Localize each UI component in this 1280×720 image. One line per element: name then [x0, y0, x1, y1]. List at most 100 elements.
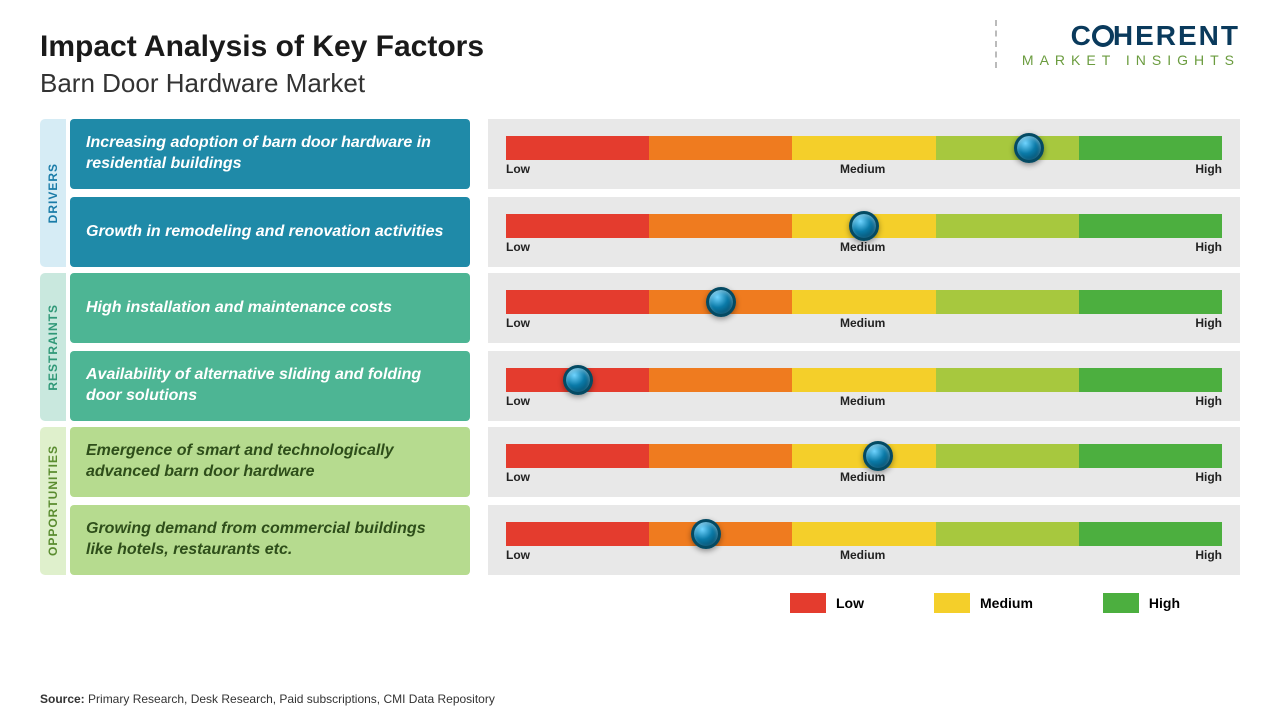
impact-marker [706, 287, 736, 317]
scale-label-medium: Medium [840, 548, 885, 562]
factor-label: Growing demand from commercial buildings… [70, 505, 470, 575]
legend-swatch [1103, 593, 1139, 613]
factor-row: Increasing adoption of barn door hardwar… [70, 119, 1240, 189]
bar-segment [792, 136, 935, 160]
scale-label-low: Low [506, 470, 530, 484]
legend-label: Low [836, 595, 864, 611]
gradient-bar [506, 214, 1222, 238]
bar-segment [1079, 522, 1222, 546]
group-drivers: DRIVERS Increasing adoption of barn door … [40, 119, 1240, 267]
impact-marker [849, 211, 879, 241]
scale-label-high: High [1195, 316, 1222, 330]
factor-label: Availability of alternative sliding and … [70, 351, 470, 421]
scale-labels: Low Medium High [506, 394, 1222, 408]
bar-segment [506, 214, 649, 238]
group-tab-drivers: DRIVERS [40, 119, 70, 267]
impact-scale: Low Medium High [488, 351, 1240, 421]
scale-label-low: Low [506, 548, 530, 562]
factor-label: Growth in remodeling and renovation acti… [70, 197, 470, 267]
scale-label-high: High [1195, 394, 1222, 408]
factor-row: Availability of alternative sliding and … [70, 351, 1240, 421]
impact-marker [563, 365, 593, 395]
group-tab-label: OPPORTUNITIES [46, 445, 60, 556]
factor-row: Growth in remodeling and renovation acti… [70, 197, 1240, 267]
bar-segment [936, 444, 1079, 468]
source-prefix: Source: [40, 692, 85, 706]
impact-marker [1014, 133, 1044, 163]
logo-brand-text: CHERENT [1022, 20, 1240, 52]
bar-segment [1079, 214, 1222, 238]
scale-label-medium: Medium [840, 162, 885, 176]
bar-segment [792, 522, 935, 546]
legend-label: Medium [980, 595, 1033, 611]
bar-segment [1079, 444, 1222, 468]
bar-segment [792, 368, 935, 392]
group-tab-label: RESTRAINTS [46, 304, 60, 391]
factor-label: Emergence of smart and technologically a… [70, 427, 470, 497]
bar-segment [649, 136, 792, 160]
bar-segment [792, 290, 935, 314]
gradient-bar [506, 136, 1222, 160]
page-subtitle: Barn Door Hardware Market [40, 68, 995, 99]
scale-label-low: Low [506, 162, 530, 176]
bar-segment [1079, 368, 1222, 392]
scale-label-medium: Medium [840, 470, 885, 484]
bar-segment [936, 214, 1079, 238]
scale-label-medium: Medium [840, 316, 885, 330]
group-tab-restraints: RESTRAINTS [40, 273, 70, 421]
factor-label: High installation and maintenance costs [70, 273, 470, 343]
scale-labels: Low Medium High [506, 316, 1222, 330]
header: Impact Analysis of Key Factors Barn Door… [40, 30, 1240, 99]
group-tab-opportunities: OPPORTUNITIES [40, 427, 70, 575]
legend-swatch [934, 593, 970, 613]
bar-segment [1079, 290, 1222, 314]
bar-segment [506, 522, 649, 546]
bar-segment [506, 290, 649, 314]
factor-row: Growing demand from commercial buildings… [70, 505, 1240, 575]
logo-tagline: MARKET INSIGHTS [1022, 52, 1240, 68]
gradient-bar [506, 444, 1222, 468]
scale-label-low: Low [506, 240, 530, 254]
scale-label-high: High [1195, 548, 1222, 562]
gradient-bar [506, 290, 1222, 314]
scale-label-medium: Medium [840, 394, 885, 408]
scale-label-low: Low [506, 394, 530, 408]
brand-logo: CHERENT MARKET INSIGHTS [995, 20, 1240, 68]
group-restraints: RESTRAINTS High installation and maintena… [40, 273, 1240, 421]
bar-segment [936, 522, 1079, 546]
scale-labels: Low Medium High [506, 548, 1222, 562]
bar-segment [936, 368, 1079, 392]
factor-row: High installation and maintenance costs L… [70, 273, 1240, 343]
scale-label-low: Low [506, 316, 530, 330]
bar-segment [936, 136, 1079, 160]
impact-chart: DRIVERS Increasing adoption of barn door … [40, 119, 1240, 575]
legend-label: High [1149, 595, 1180, 611]
logo-ring-icon [1092, 25, 1114, 47]
impact-marker [691, 519, 721, 549]
scale-labels: Low Medium High [506, 162, 1222, 176]
source-text: Primary Research, Desk Research, Paid su… [85, 692, 495, 706]
factor-row: Emergence of smart and technologically a… [70, 427, 1240, 497]
impact-scale: Low Medium High [488, 427, 1240, 497]
scale-labels: Low Medium High [506, 470, 1222, 484]
impact-scale: Low Medium High [488, 197, 1240, 267]
factor-label: Increasing adoption of barn door hardwar… [70, 119, 470, 189]
source-note: Source: Primary Research, Desk Research,… [40, 692, 495, 706]
gradient-bar [506, 522, 1222, 546]
gradient-bar [506, 368, 1222, 392]
impact-scale: Low Medium High [488, 119, 1240, 189]
impact-marker [863, 441, 893, 471]
scale-label-medium: Medium [840, 240, 885, 254]
bar-segment [649, 444, 792, 468]
legend-swatch [790, 593, 826, 613]
legend-item: Low [790, 593, 864, 613]
legend-item: High [1103, 593, 1180, 613]
group-opportunities: OPPORTUNITIES Emergence of smart and tech… [40, 427, 1240, 575]
page-title: Impact Analysis of Key Factors [40, 30, 995, 64]
bar-segment [506, 136, 649, 160]
scale-label-high: High [1195, 240, 1222, 254]
scale-label-high: High [1195, 470, 1222, 484]
group-tab-label: DRIVERS [46, 163, 60, 223]
impact-scale: Low Medium High [488, 273, 1240, 343]
scale-label-high: High [1195, 162, 1222, 176]
